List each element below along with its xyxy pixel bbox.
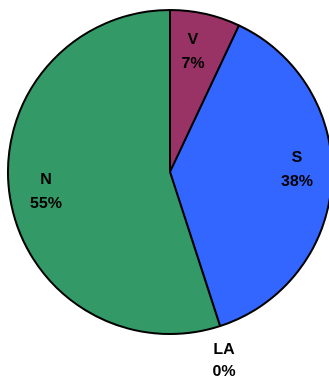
pie-labels: V 7% S 38% LA 0% N 55%	[30, 31, 313, 380]
pie-slice-s	[169, 24, 329, 328]
slice-label-v: V	[188, 31, 199, 48]
slice-percent-s: 38%	[281, 173, 313, 190]
slice-percent-n: 55%	[30, 195, 62, 212]
pie-slices	[6, 9, 329, 335]
slice-percent-la: 0%	[212, 363, 235, 380]
slice-label-s: S	[292, 149, 303, 166]
slice-percent-v: 7%	[181, 55, 204, 72]
slice-label-la: LA	[213, 341, 235, 358]
pie-slice-n	[6, 9, 222, 335]
slice-label-n: N	[40, 171, 52, 188]
